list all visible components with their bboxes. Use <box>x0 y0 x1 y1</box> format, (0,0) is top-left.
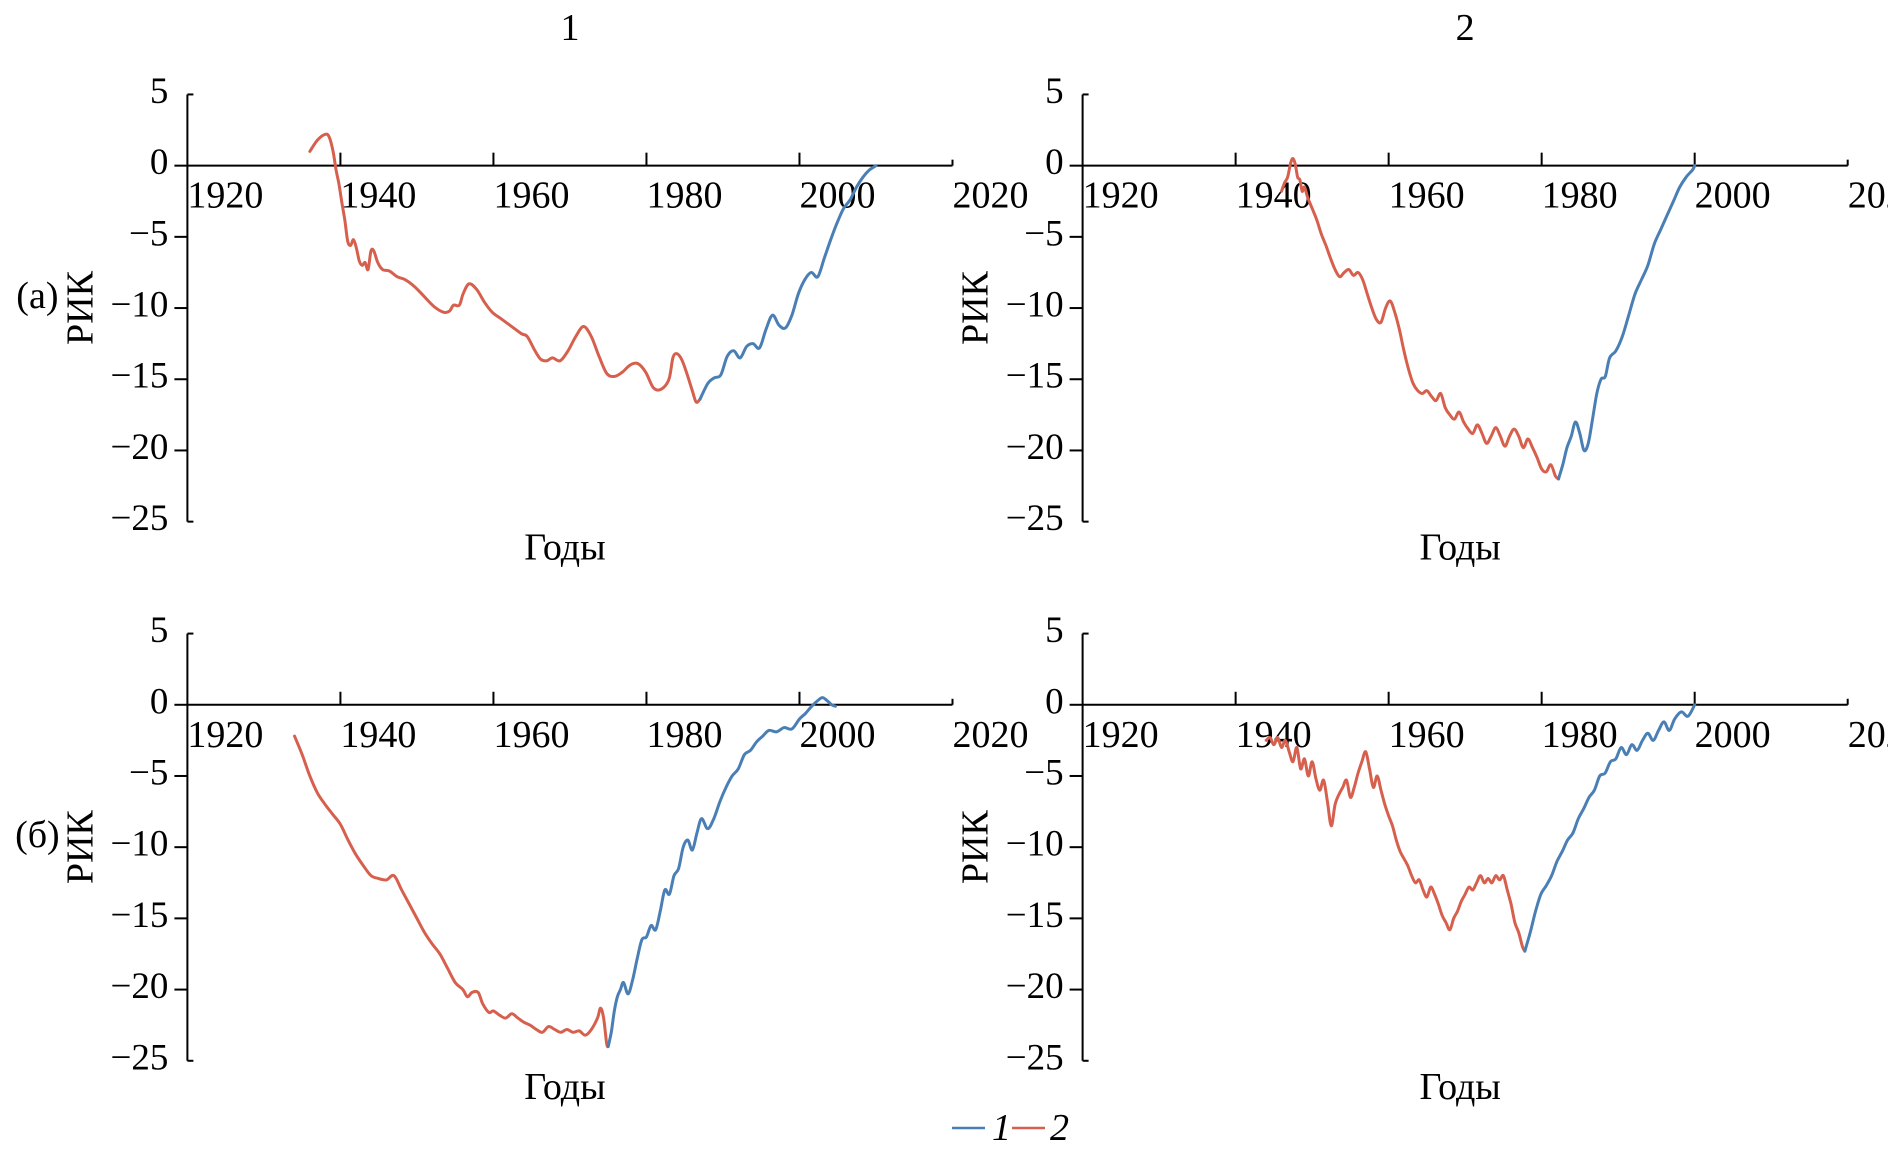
svg-text:−5: −5 <box>129 752 168 793</box>
svg-text:5: 5 <box>150 610 169 651</box>
svg-text:(б): (б) <box>15 814 60 856</box>
svg-text:−15: −15 <box>1006 356 1064 397</box>
svg-text:1980: 1980 <box>1542 714 1618 756</box>
svg-text:0: 0 <box>1045 681 1064 722</box>
svg-text:РИК: РИК <box>955 270 997 345</box>
svg-text:1960: 1960 <box>493 714 569 756</box>
svg-text:2000: 2000 <box>1695 714 1771 756</box>
svg-text:2000: 2000 <box>799 175 875 217</box>
svg-text:(a): (a) <box>16 275 58 317</box>
svg-text:0: 0 <box>150 142 169 183</box>
svg-text:0: 0 <box>1045 142 1064 183</box>
svg-text:Годы: Годы <box>1419 1066 1500 1108</box>
svg-text:−25: −25 <box>1006 498 1064 539</box>
svg-text:1920: 1920 <box>187 175 263 217</box>
svg-text:−5: −5 <box>1024 752 1063 793</box>
svg-text:1920: 1920 <box>1083 175 1159 217</box>
svg-text:РИК: РИК <box>955 810 997 885</box>
svg-text:−5: −5 <box>129 213 168 254</box>
svg-text:1: 1 <box>992 1107 1011 1149</box>
svg-text:−10: −10 <box>1006 824 1064 865</box>
svg-text:1: 1 <box>560 7 579 49</box>
svg-text:2000: 2000 <box>1695 175 1771 217</box>
svg-text:5: 5 <box>1045 71 1064 112</box>
svg-text:1960: 1960 <box>1389 175 1465 217</box>
svg-text:−20: −20 <box>1006 966 1064 1007</box>
svg-text:Годы: Годы <box>524 1066 605 1108</box>
svg-text:2000: 2000 <box>799 714 875 756</box>
svg-text:−25: −25 <box>111 1037 169 1078</box>
svg-text:−20: −20 <box>1006 427 1064 468</box>
svg-text:1920: 1920 <box>1083 714 1159 756</box>
svg-text:−15: −15 <box>1006 895 1064 936</box>
svg-text:1920: 1920 <box>187 714 263 756</box>
svg-text:0: 0 <box>150 681 169 722</box>
svg-text:Годы: Годы <box>524 527 605 569</box>
svg-text:−15: −15 <box>111 356 169 397</box>
svg-text:2020: 2020 <box>953 714 1029 756</box>
svg-text:1940: 1940 <box>1236 714 1312 756</box>
svg-text:1980: 1980 <box>646 175 722 217</box>
svg-text:1960: 1960 <box>1389 714 1465 756</box>
svg-text:−20: −20 <box>111 966 169 1007</box>
svg-text:2: 2 <box>1456 7 1475 49</box>
svg-text:РИК: РИК <box>59 270 101 345</box>
svg-text:−20: −20 <box>111 427 169 468</box>
svg-text:5: 5 <box>1045 610 1064 651</box>
svg-text:2020: 2020 <box>1848 175 1888 217</box>
svg-text:−10: −10 <box>111 824 169 865</box>
svg-text:2: 2 <box>1050 1107 1069 1149</box>
svg-text:Годы: Годы <box>1419 527 1500 569</box>
svg-text:−25: −25 <box>1006 1037 1064 1078</box>
svg-text:−5: −5 <box>1024 213 1063 254</box>
svg-text:РИК: РИК <box>59 810 101 885</box>
svg-text:−15: −15 <box>111 895 169 936</box>
svg-text:1980: 1980 <box>1542 175 1618 217</box>
svg-text:−10: −10 <box>1006 285 1064 326</box>
svg-text:−25: −25 <box>111 498 169 539</box>
svg-text:5: 5 <box>150 71 169 112</box>
svg-text:2020: 2020 <box>1848 714 1888 756</box>
svg-text:1980: 1980 <box>646 714 722 756</box>
svg-text:1960: 1960 <box>493 175 569 217</box>
svg-text:1940: 1940 <box>340 175 416 217</box>
svg-text:1940: 1940 <box>340 714 416 756</box>
svg-text:−10: −10 <box>111 285 169 326</box>
svg-text:2020: 2020 <box>953 175 1029 217</box>
